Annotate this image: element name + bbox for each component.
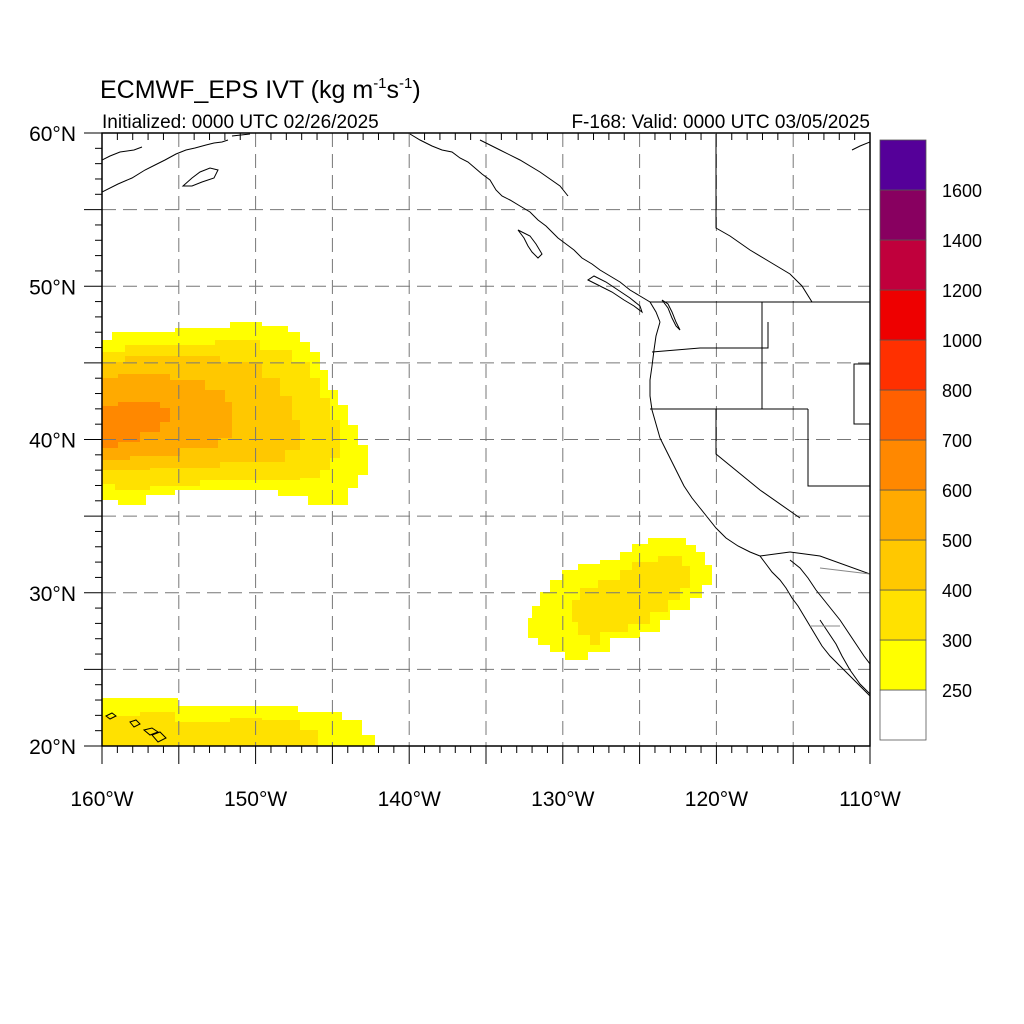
baja-inner-coast — [819, 619, 870, 695]
colorbar-label: 700 — [942, 431, 972, 451]
colorbar-swatch — [879, 289, 927, 341]
x-tick-label: 110°W — [839, 788, 901, 811]
az-mx-border — [789, 551, 870, 575]
hawaii-kauai — [105, 712, 117, 720]
bc-ak-panhandle-coast — [409, 133, 661, 323]
colorbar-label: 400 — [942, 581, 972, 601]
x-tick-label: 140°W — [378, 788, 441, 811]
colorbar-label: 500 — [942, 531, 972, 551]
colorbar-label: 1400 — [942, 231, 982, 251]
x-tick-label: 150°W — [224, 788, 287, 811]
ivt-blob-300 — [572, 556, 690, 645]
colorbar-label: 1600 — [942, 181, 982, 201]
colorbar: 250 300 400 500 600 700 800 1000 1200 1400 1600 — [879, 139, 982, 741]
colorbar-label: 1200 — [942, 281, 982, 301]
y-tick-label: 50°N — [29, 276, 76, 299]
gulf-california-coast — [789, 559, 870, 665]
grid-lines — [102, 133, 870, 746]
ak-bc-border — [479, 139, 569, 197]
coastlines — [102, 133, 870, 743]
canada-ak-border — [715, 134, 813, 303]
colorbar-swatch — [879, 139, 927, 191]
y-tick-label: 20°N — [29, 736, 76, 759]
hawaii-oahu — [129, 719, 141, 728]
y-tick-label: 60°N — [29, 123, 76, 146]
wa-or-border — [651, 322, 769, 353]
us-mexico-border — [759, 551, 791, 557]
figure-title: ECMWF_EPS IVT (kg m-1s-1) — [100, 75, 421, 104]
ivt-plume-600 — [102, 402, 170, 448]
y-tick-label: 40°N — [29, 430, 76, 453]
colorbar-label: 1000 — [942, 331, 982, 351]
ivt-shading — [102, 322, 712, 746]
colorbar-swatch — [879, 539, 927, 591]
valid-time-label: F-168: Valid: 0000 UTC 03/05/2025 — [571, 112, 870, 133]
y-tick-label: 30°N — [29, 583, 76, 606]
colorbar-swatch — [879, 239, 927, 291]
canadian-border-east — [851, 141, 870, 151]
colorbar-swatch — [879, 589, 927, 641]
colorbar-swatch — [879, 389, 927, 441]
political-borders — [479, 134, 870, 575]
colorbar-swatch — [879, 689, 927, 741]
nv-az-border — [807, 409, 870, 487]
initialized-label: Initialized: 0000 UTC 02/26/2025 — [102, 112, 379, 133]
vancouver-island — [587, 275, 643, 314]
ivt-hawaii-300 — [102, 712, 318, 746]
gray-borders — [810, 567, 870, 627]
ut-border — [853, 363, 870, 425]
south-alaska-coast — [231, 133, 251, 137]
us-west-coast — [649, 321, 761, 557]
puget-sound — [661, 299, 681, 331]
colorbar-swatch — [879, 439, 927, 491]
colorbar-label: 250 — [942, 681, 972, 701]
axis-ticks — [84, 132, 871, 764]
x-tick-label: 160°W — [70, 788, 133, 811]
colorbar-label: 800 — [942, 381, 972, 401]
colorbar-swatch — [879, 489, 927, 541]
colorbar-swatch — [879, 339, 927, 391]
x-tick-label: 120°W — [685, 788, 748, 811]
kodiak-island — [181, 167, 219, 187]
hawaii-maui — [142, 727, 160, 736]
axis-labels: 160°W 150°W 140°W 130°W 120°W 110°W 60°N 50°N 40… — [29, 123, 901, 811]
alaska-peninsula-coast — [102, 139, 229, 193]
colorbar-swatch — [879, 639, 927, 691]
x-tick-label: 130°W — [531, 788, 594, 811]
colorbar-label: 600 — [942, 481, 972, 501]
colorbar-swatch — [879, 189, 927, 241]
ca-nv-border — [715, 409, 801, 519]
hawaii-big-island — [151, 731, 167, 743]
colorbar-label: 300 — [942, 631, 972, 651]
haida-gwaii — [517, 229, 543, 259]
alaska-peninsula-coast-2 — [102, 146, 143, 161]
